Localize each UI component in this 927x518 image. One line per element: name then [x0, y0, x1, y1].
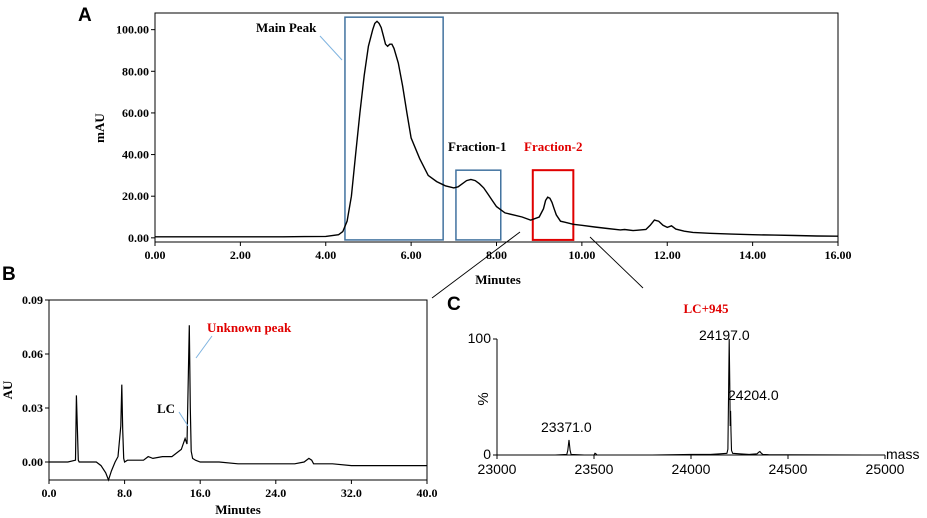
x-tick-label: 12.00: [654, 248, 681, 262]
lc-leader-line: [178, 411, 189, 427]
panel-c-mass-spectrum-line: [497, 338, 885, 456]
fraction-1-annotation: Fraction-1: [448, 139, 506, 154]
x-tick-label: 24000: [672, 461, 711, 477]
x-tick-label: 10.00: [568, 248, 595, 262]
panel-a: A 0.00 2.00 4.00 6.00 8.00 10.00 12.00 14.00 16.…: [78, 5, 852, 299]
panel-b-plot-frame: [48, 299, 428, 481]
x-tick-label: 8.00: [486, 248, 507, 262]
zoom-connector-left: [431, 231, 521, 299]
unknown-peak-annotation: Unknown peak: [207, 320, 292, 335]
peak-label-23371: 23371.0: [541, 419, 592, 435]
panel-a-x-axis-label: Minutes: [475, 272, 521, 287]
panel-b-x-ticks: 0.0 8.0 16.0 24.0 32.0 40.0: [42, 480, 438, 500]
x-tick-label: 32.0: [341, 486, 362, 500]
x-tick-label: 14.00: [739, 248, 766, 262]
panel-b-letter: B: [2, 264, 16, 285]
panel-c-y-axis-label: %: [475, 392, 492, 405]
panel-c: C LC+945 23000 23500 24000 24500 25000 0100 …: [447, 294, 919, 477]
x-tick-label: 4.00: [315, 248, 336, 262]
x-tick-label: 25000: [866, 461, 905, 477]
panel-c-title: LC+945: [684, 301, 729, 316]
x-tick-label: 0.00: [145, 248, 166, 262]
panel-a-letter: A: [78, 5, 92, 26]
y-tick-label: 0.09: [22, 293, 43, 307]
panel-a-y-axis-label: mAU: [92, 113, 107, 143]
y-tick-label: 0.06: [22, 347, 43, 361]
y-tick-label: 80.00: [122, 64, 149, 78]
x-tick-label: 8.0: [117, 486, 132, 500]
fraction-2-annotation: Fraction-2: [524, 139, 582, 154]
fraction-2-box: [531, 169, 575, 241]
x-tick-label: 23500: [575, 461, 614, 477]
y-tick-label: 0.00: [22, 455, 43, 469]
x-tick-label: 16.0: [190, 486, 211, 500]
x-tick-label: 40.0: [417, 486, 438, 500]
main-peak-annotation: Main Peak: [256, 20, 317, 35]
x-tick-label: 6.00: [401, 248, 422, 262]
zoom-connector-right: [589, 236, 644, 289]
y-tick-label: 0.03: [22, 401, 43, 415]
x-tick-label: 16.00: [825, 248, 852, 262]
panel-b-chromatogram-line: [49, 325, 427, 482]
x-tick-label: 2.00: [230, 248, 251, 262]
main-peak-leader-line: [319, 35, 343, 61]
panel-b-x-axis-label: Minutes: [215, 502, 261, 517]
x-tick-label: 24.0: [265, 486, 286, 500]
lc-annotation: LC: [157, 401, 175, 416]
x-tick-label: 23000: [478, 461, 517, 477]
panel-a-regions: [344, 16, 575, 241]
y-tick-label: 100.00: [116, 23, 149, 37]
main-peak-box: [344, 16, 444, 241]
peak-label-24204: 24204.0: [728, 387, 779, 403]
y-tick-label: 100: [468, 330, 492, 346]
panel-c-y-ticks: 0 100: [468, 330, 497, 462]
panel-c-letter: C: [447, 294, 461, 315]
y-tick-label: 60.00: [122, 106, 149, 120]
panel-a-x-ticks: 0.00 2.00 4.00 6.00 8.00 10.00 12.00 14.00 16.00: [145, 242, 852, 262]
panel-b: B 0.0 8.0 16.0 24.0 32.0 40.0 0.000.030.060.0…: [0, 264, 438, 517]
y-tick-label: 0.00: [128, 231, 149, 245]
panel-a-chromatogram-line: [155, 20, 839, 238]
panel-c-x-ticks: 23000 23500 24000 24500 25000: [478, 455, 905, 477]
panel-b-y-axis-label: AU: [0, 380, 15, 399]
y-tick-label: 40.00: [122, 148, 149, 162]
panel-a-y-ticks: 0.00 20.00 40.00 60.00 80.00 100.00: [116, 23, 155, 245]
x-tick-label: 24500: [769, 461, 808, 477]
panel-c-x-axis-label: mass: [886, 446, 919, 462]
unknown-peak-leader-line: [195, 335, 213, 359]
panel-a-plot-frame: [154, 12, 839, 243]
panel-b-y-ticks: 0.00 0.03 0.06 0.09: [22, 293, 49, 469]
x-tick-label: 0.0: [42, 486, 57, 500]
fraction-1-box: [455, 169, 502, 241]
y-tick-label: 0: [483, 446, 491, 462]
y-tick-label: 20.00: [122, 189, 149, 203]
peak-label-24197: 24197.0: [699, 327, 750, 343]
